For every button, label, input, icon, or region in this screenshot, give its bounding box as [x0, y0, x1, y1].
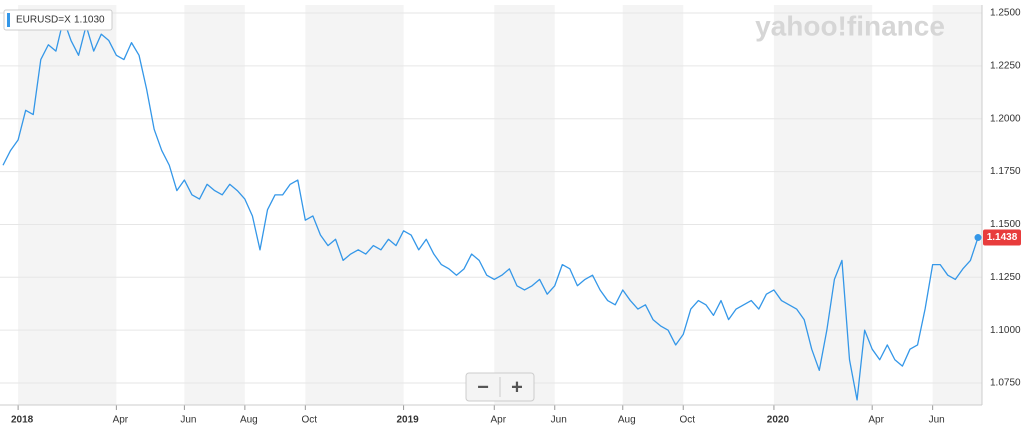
band — [18, 5, 117, 405]
y-tick-label: 1.2500 — [990, 8, 1021, 19]
background-bands — [18, 5, 982, 405]
zoom-in[interactable]: + — [511, 376, 523, 398]
x-tick-label: Apr — [113, 415, 129, 426]
x-tick-label: Jun — [929, 415, 945, 426]
x-tick-label: Jun — [180, 415, 196, 426]
band — [773, 5, 873, 405]
band — [622, 5, 684, 405]
x-tick-label: Apr — [868, 415, 884, 426]
price-tag — [983, 229, 1021, 246]
legend-quote: 1.1030 — [74, 15, 105, 26]
x-tick-label: Aug — [240, 415, 258, 426]
zoom-out[interactable]: − — [477, 376, 489, 398]
band — [494, 5, 555, 405]
y-tick-label: 1.1000 — [990, 325, 1021, 336]
plot — [2, 18, 982, 401]
legend: EURUSD=X 1.1030 — [3, 9, 113, 31]
band — [184, 5, 245, 405]
y-tick-label: 1.1500 — [990, 219, 1021, 230]
x-tick-label: Oct — [302, 415, 318, 426]
y-tick-label: 1.2000 — [990, 113, 1021, 124]
watermark: yahoo!finance — [755, 10, 945, 41]
legend-name: EURUSD=X — [16, 15, 71, 26]
x-tick-label: 2020 — [767, 415, 790, 426]
legend-swatch — [7, 13, 10, 27]
x-tick-label: 2019 — [396, 415, 419, 426]
band — [305, 5, 404, 405]
x-tick-label: Oct — [679, 415, 695, 426]
band — [932, 5, 982, 405]
y-tick-label: 1.2250 — [990, 61, 1021, 72]
y-tick-label: 1.0750 — [990, 378, 1021, 389]
last-point — [974, 234, 982, 242]
legend-box — [3, 9, 113, 31]
x-tick-label: Aug — [618, 415, 636, 426]
x-tick-label: Apr — [490, 415, 506, 426]
y-tick-label: 1.1750 — [990, 166, 1021, 177]
price-tag-label: 1.1438 — [987, 232, 1018, 243]
zoom-controls: − + — [465, 372, 535, 402]
x-tick-label: 2018 — [11, 415, 34, 426]
x-tick-label: Jun — [551, 415, 567, 426]
y-tick-label: 1.1250 — [990, 272, 1021, 283]
price-line — [2, 18, 979, 401]
